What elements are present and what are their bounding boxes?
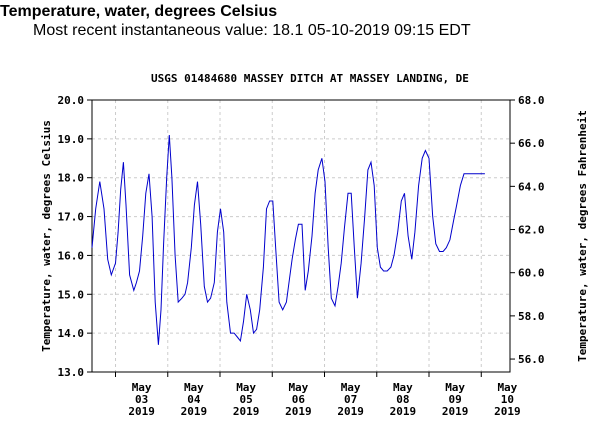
y-tick-label-left: 16.0 [58,249,85,262]
x-tick-label: 2019 [337,405,364,418]
x-tick-label: 08 [396,393,409,406]
x-tick-label: May [445,381,465,394]
x-tick-label: 05 [240,393,253,406]
x-tick-label: 03 [135,393,148,406]
y-tick-label-left: 14.0 [58,327,85,340]
chart-grid [92,100,510,372]
y-tick-label-right: 68.0 [518,94,545,107]
page-title: Temperature, water, degrees Celsius [0,3,278,20]
x-axis: May032019May042019May052019May062019May0… [115,372,521,418]
page-subtitle: Most recent instantaneous value: 18.1 05… [33,22,471,39]
y-tick-label-right: 60.0 [518,267,545,280]
x-tick-label: 04 [187,393,201,406]
x-tick-label: May [132,381,152,394]
y-tick-label-right: 58.0 [518,310,545,323]
y-axis-left-label: Temperature, water, degrees Celsius [40,120,53,352]
x-tick-label: 06 [292,393,306,406]
y-tick-label-right: 62.0 [518,224,545,237]
y-tick-label-left: 20.0 [58,94,85,107]
x-tick-label: 07 [344,393,357,406]
y-tick-label-left: 17.0 [58,211,85,224]
x-tick-label: May [288,381,308,394]
x-tick-label: 2019 [181,405,208,418]
y-axis-left: 13.0 14.0 15.0 16.0 17.0 18.0 19.0 20.0 [58,94,92,379]
x-tick-label: 09 [449,393,462,406]
chart-title: USGS 01484680 MASSEY DITCH AT MASSEY LAN… [151,72,469,85]
x-tick-label: 2019 [494,405,521,418]
y-tick-label-left: 15.0 [58,288,85,301]
x-tick-label: 10 [501,393,514,406]
x-tick-label: 2019 [442,405,469,418]
plot-frame [91,99,511,373]
x-tick-label: 2019 [285,405,312,418]
x-tick-label: May [497,381,517,394]
y-axis-right-label: Temperature, water, degrees Fahrenheit [576,110,589,362]
y-tick-label-left: 18.0 [58,172,85,185]
x-tick-label: 2019 [233,405,260,418]
y-axis-right: 56.0 58.0 60.0 62.0 64.0 66.0 68.0 [510,94,545,366]
x-tick-label: 2019 [128,405,155,418]
y-tick-label-right: 56.0 [518,353,545,366]
x-tick-label: May [184,381,204,394]
x-tick-label: May [341,381,361,394]
x-tick-label: May [236,381,256,394]
y-tick-label-right: 66.0 [518,137,545,150]
y-tick-label-left: 13.0 [58,366,85,379]
x-tick-label: May [393,381,413,394]
temperature-series-line [91,134,485,345]
x-tick-label: 2019 [390,405,417,418]
y-tick-label-left: 19.0 [58,133,85,146]
y-tick-label-right: 64.0 [518,180,545,193]
